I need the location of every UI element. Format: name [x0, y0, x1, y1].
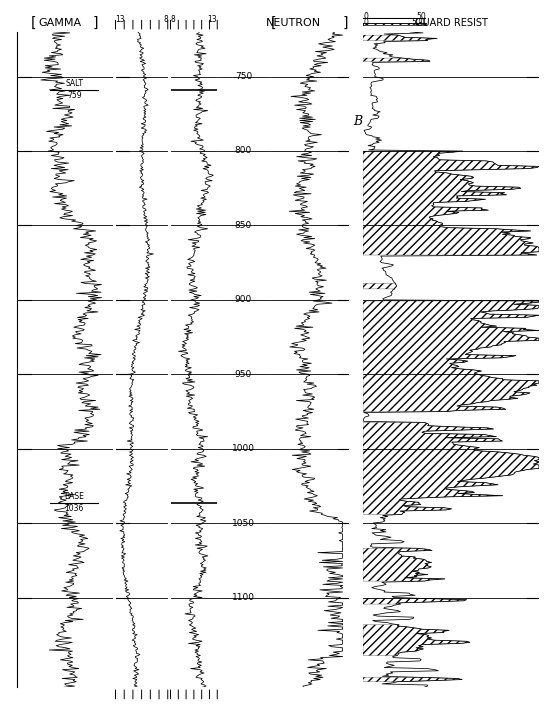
- Text: 950: 950: [235, 370, 252, 379]
- Text: ]: ]: [342, 16, 348, 30]
- Text: ]: ]: [93, 16, 98, 30]
- Text: BASE: BASE: [64, 492, 84, 501]
- Text: 850: 850: [235, 221, 252, 230]
- Text: 0: 0: [363, 12, 368, 21]
- Text: [: [: [31, 16, 36, 30]
- Text: 759: 759: [67, 91, 81, 100]
- Text: 8: 8: [163, 15, 168, 24]
- Text: 13: 13: [208, 15, 217, 24]
- Text: 13: 13: [116, 15, 125, 24]
- Text: [: [: [271, 16, 277, 30]
- Text: 1000: 1000: [232, 445, 255, 453]
- Text: SALT: SALT: [65, 79, 83, 88]
- Text: 0: 0: [363, 18, 368, 27]
- Text: 1036: 1036: [64, 504, 84, 513]
- Text: 800: 800: [235, 146, 252, 156]
- Text: 8: 8: [170, 15, 175, 24]
- Text: B-W No. 1: B-W No. 1: [353, 115, 417, 128]
- Text: GAMMA: GAMMA: [39, 18, 81, 28]
- Text: 1100: 1100: [232, 593, 255, 602]
- Text: 900: 900: [235, 296, 252, 305]
- Text: GUARD RESIST: GUARD RESIST: [415, 18, 487, 28]
- Text: 500: 500: [412, 18, 426, 27]
- Text: 50: 50: [416, 12, 426, 21]
- Text: 750: 750: [235, 72, 252, 81]
- Text: 1050: 1050: [232, 519, 255, 528]
- Text: NEUTRON: NEUTRON: [266, 18, 321, 28]
